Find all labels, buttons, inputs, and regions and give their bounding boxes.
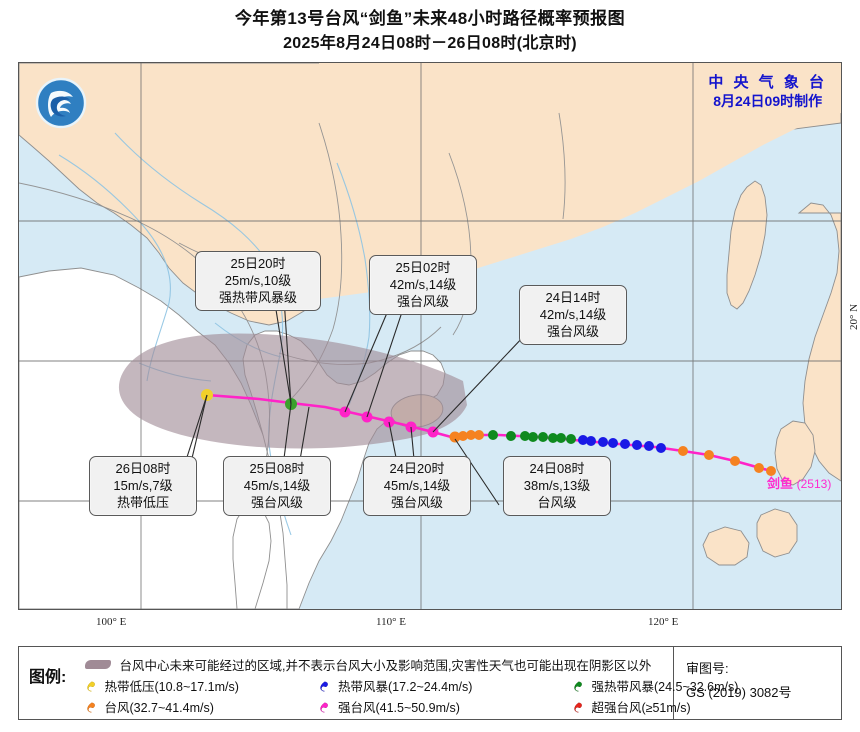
callout-time: 26日08时	[115, 461, 171, 476]
agency-name: 中 央 气 象 台	[708, 74, 827, 91]
severe-typhoon-icon	[320, 702, 329, 713]
cma-logo-icon	[35, 77, 87, 129]
legend-row-1: 热带低压(10.8~17.1m/s) 热带风暴(17.2~24.4m/s) 强热…	[85, 676, 738, 695]
tropical-depression-icon	[87, 681, 95, 692]
legend-item-td: 热带低压(10.8~17.1m/s)	[85, 676, 315, 695]
map-canvas	[19, 63, 841, 609]
legend-label: 热带低压(10.8~17.1m/s)	[104, 680, 239, 694]
typhoon-icon	[87, 702, 95, 713]
legend-label: 超强台风(≥51m/s)	[591, 701, 691, 715]
callout-grade: 强台风级	[546, 324, 599, 339]
legend-label: 强热带风暴(24.5~32.6m/s)	[591, 680, 739, 694]
typhoon-name: 剑鱼	[767, 476, 794, 491]
typhoon-track-map[interactable]: 中 央 气 象 台 8月24日09时制作 剑鱼 (2513) 25日20时 25…	[18, 62, 842, 610]
callout-grade: 热带低压	[116, 495, 169, 510]
callout-time: 24日20时	[389, 461, 445, 476]
approval-number-area: 审图号: GS (2019) 3082号	[673, 647, 841, 719]
approval-label: 审图号:	[686, 661, 729, 676]
callout-24d14h[interactable]: 24日14时 42m/s,14级 强台风级	[519, 285, 627, 345]
callout-25d02h[interactable]: 25日02时 42m/s,14级 强台风级	[369, 255, 477, 315]
callout-grade: 强台风级	[250, 495, 303, 510]
callout-25d08h[interactable]: 25日08时 45m/s,14级 强台风级	[223, 456, 331, 516]
track-points	[201, 389, 776, 476]
legend-title: 图例:	[29, 669, 67, 686]
legend-item-super-ty: 超强台风(≥51m/s)	[572, 697, 691, 716]
legend-label: 热带风暴(17.2~24.4m/s)	[337, 680, 473, 694]
callout-26d08h[interactable]: 26日08时 15m/s,7级 热带低压	[89, 456, 197, 516]
callout-wind: 42m/s,14级	[389, 277, 457, 292]
legend-panel: 图例: 台风中心未来可能经过的区域,并不表示台风大小及影响范围,灾害性天气也可能…	[18, 646, 842, 720]
callout-wind: 38m/s,13级	[523, 478, 591, 493]
callout-time: 25日08时	[249, 461, 305, 476]
cone-swatch-icon	[85, 660, 111, 669]
callout-24d08h[interactable]: 24日08时 38m/s,13级 台风级	[503, 456, 611, 516]
callout-wind: 45m/s,14级	[243, 478, 311, 493]
callout-wind: 15m/s,7级	[113, 478, 173, 493]
legend-item-sty: 强台风(41.5~50.9m/s)	[318, 697, 568, 716]
legend-item-ty: 台风(32.7~41.4m/s)	[85, 697, 315, 716]
callout-wind: 45m/s,14级	[383, 478, 451, 493]
callout-wind: 42m/s,14级	[539, 307, 607, 322]
callout-time: 24日08时	[529, 461, 585, 476]
lon-label-100e: 100° E	[96, 616, 127, 628]
callout-grade: 强台风级	[396, 294, 449, 309]
super-typhoon-icon	[574, 702, 582, 713]
callout-grade: 强热带风暴级	[218, 290, 297, 305]
lon-label-110e: 110° E	[376, 616, 406, 628]
callout-time: 25日02时	[395, 260, 451, 275]
callout-grade: 强台风级	[390, 495, 443, 510]
legend-cone-row: 台风中心未来可能经过的区域,并不表示台风大小及影响范围,灾害性天气也可能出现在阴…	[85, 655, 651, 674]
legend-label: 强台风(41.5~50.9m/s)	[337, 701, 460, 715]
lon-label-120e: 120° E	[648, 616, 679, 628]
issuing-agency-watermark: 中 央 气 象 台 8月24日09时制作	[708, 73, 827, 111]
tropical-storm-icon	[320, 681, 329, 692]
legend-cone-text: 台风中心未来可能经过的区域,并不表示台风大小及影响范围,灾害性天气也可能出现在阴…	[119, 659, 652, 673]
page-title: 今年第13号台风“剑鱼”未来48小时路径概率预报图 2025年8月24日08时－…	[0, 6, 860, 56]
legend-item-ts: 热带风暴(17.2~24.4m/s)	[318, 676, 568, 695]
legend-label: 台风(32.7~41.4m/s)	[104, 701, 214, 715]
title-line-2: 2025年8月24日08时－26日08时(北京时)	[283, 35, 577, 52]
issue-time: 8月24日09时制作	[713, 93, 823, 109]
lat-label-20n: 20° N	[848, 303, 860, 330]
callout-25d20h[interactable]: 25日20时 25m/s,10级 强热带风暴级	[195, 251, 321, 311]
typhoon-name-label: 剑鱼 (2513)	[767, 473, 831, 492]
callout-24d20h[interactable]: 24日20时 45m/s,14级 强台风级	[363, 456, 471, 516]
typhoon-number: (2513)	[796, 477, 832, 491]
title-line-1: 今年第13号台风“剑鱼”未来48小时路径概率预报图	[234, 9, 626, 28]
legend-items-area: 图例: 台风中心未来可能经过的区域,并不表示台风大小及影响范围,灾害性天气也可能…	[19, 647, 738, 719]
callout-grade: 台风级	[537, 495, 577, 510]
approval-number: GS (2019) 3082号	[686, 685, 792, 700]
callout-wind: 25m/s,10级	[224, 273, 292, 288]
legend-row-2: 台风(32.7~41.4m/s) 强台风(41.5~50.9m/s) 超强台风(…	[85, 697, 691, 716]
callout-time: 24日14时	[545, 290, 601, 305]
severe-tropical-storm-icon	[574, 681, 582, 692]
callout-time: 25日20时	[230, 256, 286, 271]
legend-item-sts: 强热带风暴(24.5~32.6m/s)	[572, 676, 738, 695]
